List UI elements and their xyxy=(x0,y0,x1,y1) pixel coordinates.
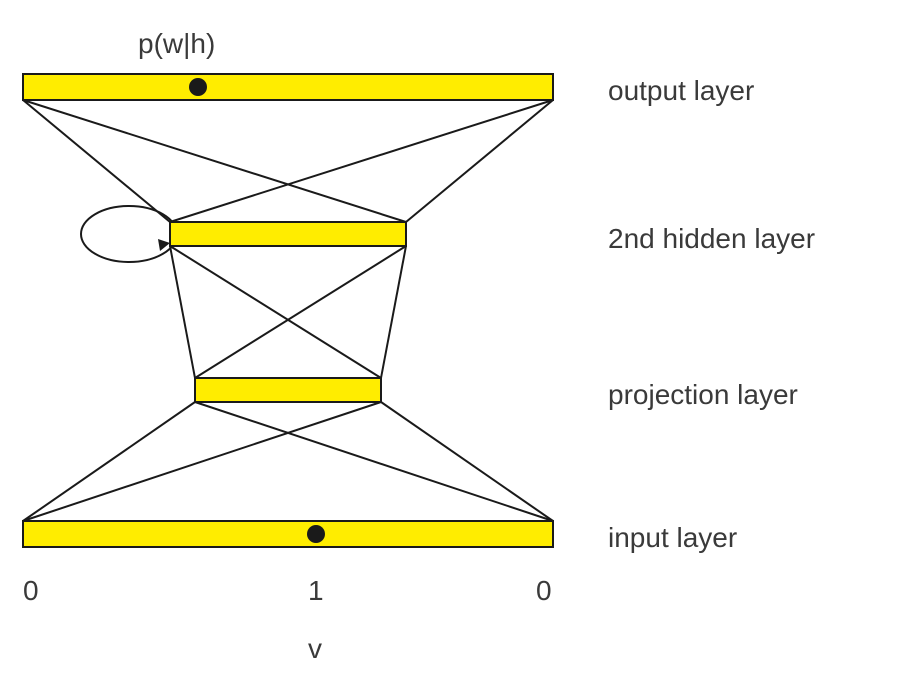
input-value-0: 0 xyxy=(23,575,39,607)
layer-label-projection: projection layer xyxy=(608,379,798,411)
input-value-2: 0 xyxy=(536,575,552,607)
top-formula-label: p(w|h) xyxy=(138,28,215,60)
network-diagram xyxy=(0,0,915,686)
diagram-container: p(w|h) output layer 2nd hidden layer pro… xyxy=(0,0,915,686)
layer-label-input: input layer xyxy=(608,522,737,554)
layer-label-hidden: 2nd hidden layer xyxy=(608,223,815,255)
input-value-1: 1 xyxy=(308,575,324,607)
bottom-vector-label: v xyxy=(308,633,322,665)
layer-label-output: output layer xyxy=(608,75,754,107)
